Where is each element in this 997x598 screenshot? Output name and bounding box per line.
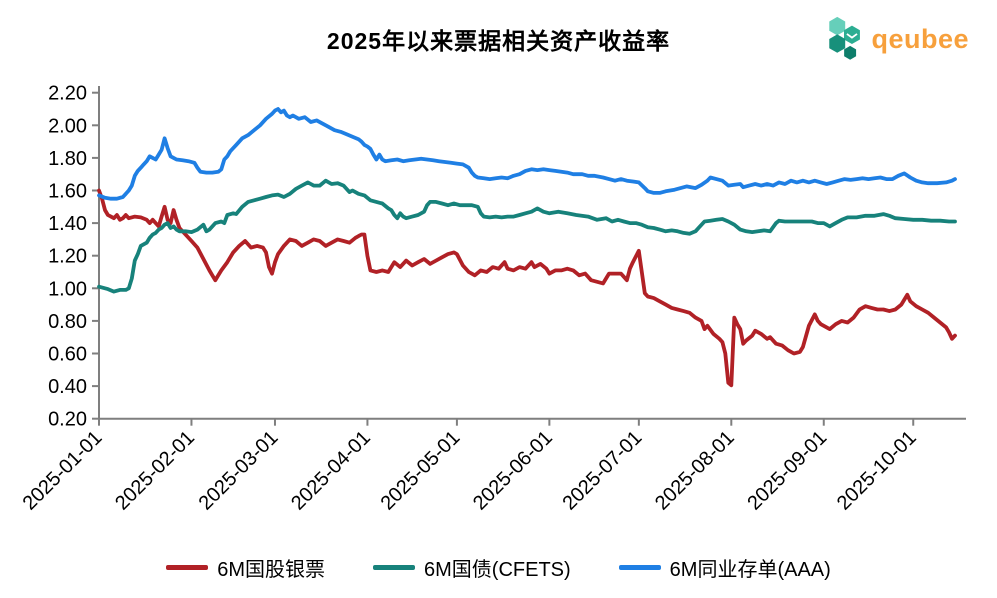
legend-label: 6M国股银票 [217, 559, 325, 581]
legend-swatch [166, 565, 209, 570]
series-line-6M国债(CFETS) [97, 178, 957, 294]
y-tick-label: 2.00 [48, 115, 87, 137]
legend-swatch [618, 565, 661, 570]
y-tick-label: 2.20 [48, 83, 87, 105]
series-line-6M国股银票 [97, 188, 957, 388]
series-line-6M同业存单(AAA) [97, 107, 957, 201]
x-tick-label: 2025-06-01 [469, 427, 557, 515]
y-tick-label: 1.40 [48, 213, 87, 235]
qeubee-hexagon-icon [829, 16, 861, 60]
legend-swatch [373, 565, 415, 570]
x-tick-label: 2025-04-01 [287, 427, 375, 515]
x-tick-label: 2025-03-01 [195, 427, 283, 515]
y-tick-label: 1.60 [48, 181, 87, 203]
qeubee-logo: qeubee [817, 14, 969, 64]
legend-label: 6M同业存单(AAA) [669, 559, 831, 581]
y-tick-label: 1.20 [48, 246, 87, 268]
x-tick-label: 2025-09-01 [743, 427, 831, 515]
legend-item-6M同业存单(AAA): 6M同业存单(AAA) [618, 553, 831, 582]
x-tick-label: 2025-08-01 [651, 427, 739, 515]
x-tick-label: 2025-10-01 [833, 427, 921, 515]
y-tick-label: 0.40 [48, 376, 87, 398]
legend-item-6M国股银票: 6M国股银票 [166, 553, 325, 582]
x-tick-label: 2025-07-01 [558, 427, 646, 515]
x-tick-label: 2025-01-01 [19, 427, 107, 515]
x-tick-label: 2025-05-01 [377, 427, 465, 515]
y-tick-label: 1.00 [48, 278, 87, 300]
x-tick-label: 2025-02-01 [111, 427, 199, 515]
chart-title: 2025年以来票据相关资产收益率 [326, 28, 671, 54]
chart-legend: 6M国股银票 6M国债(CFETS) 6M同业存单(AAA) [0, 553, 997, 582]
y-tick-label: 0.20 [48, 409, 87, 431]
y-tick-label: 0.60 [48, 344, 87, 366]
legend-label: 6M国债(CFETS) [424, 559, 571, 581]
y-tick-label: 1.80 [48, 148, 87, 170]
qeubee-logo-text: qeubee [871, 23, 969, 54]
legend-item-6M国债(CFETS): 6M国债(CFETS) [373, 553, 571, 582]
y-tick-label: 0.80 [48, 311, 87, 333]
